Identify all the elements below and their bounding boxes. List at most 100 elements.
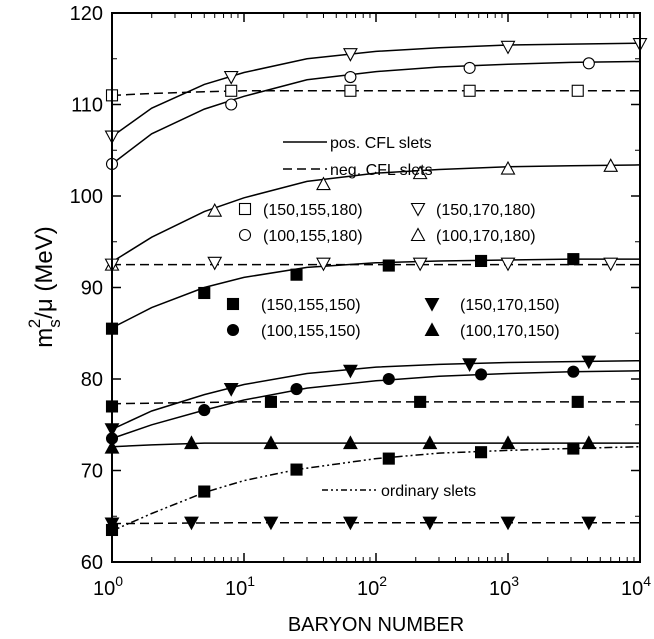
legend-open-label-1: (150,170,180) (436, 202, 536, 219)
series-7-point-5 (567, 365, 580, 378)
series-11-point-1 (184, 516, 199, 531)
series-7-line (111, 370, 641, 440)
series-7-point-2 (290, 383, 303, 396)
legend-filled-marker-2 (226, 323, 240, 337)
series-9-point-3 (342, 435, 358, 450)
legend-open-marker-1 (410, 202, 426, 217)
series-1-point-2 (344, 71, 357, 84)
series-8-point-2 (414, 395, 427, 408)
legend-filled-label-2: (100,155,150) (261, 323, 361, 340)
axis-ticks: 100 101 102 103 104 60 70 80 90 100 110 120 (70, 3, 652, 600)
series-4-point-3 (412, 257, 428, 272)
series-0-line (111, 42, 641, 138)
series-0-point-1 (223, 71, 239, 85)
series-9-point-2 (263, 435, 279, 450)
series-7-point-1 (198, 404, 211, 417)
y-tick-label-0: 60 (81, 552, 103, 574)
series-10-point-2 (290, 463, 303, 476)
data-markers (104, 38, 648, 537)
legend-filled-marker-0 (226, 297, 240, 311)
legend-open-label-0: (150,155,180) (263, 202, 363, 219)
series-7-point-3 (382, 372, 395, 386)
data-curves (111, 42, 641, 532)
series-10-point-5 (567, 442, 580, 455)
series-6-point-4 (581, 355, 597, 370)
series-10-point-1 (198, 485, 211, 498)
series-10-point-4 (475, 446, 488, 459)
y-tick-label-3: 90 (81, 278, 103, 300)
y-tick-label-5: 110 (71, 95, 103, 117)
series-1-line (111, 60, 641, 165)
series-2-point-2 (344, 84, 357, 97)
series-6-point-2 (342, 364, 358, 379)
series-6-line (111, 359, 641, 430)
legend-line-label-1: neg. CFL slets (330, 162, 433, 179)
x-axis-label: BARYON NUMBER (288, 614, 464, 636)
x-tick-label-1: 101 (225, 573, 255, 600)
x-tick-label-4: 104 (621, 573, 651, 600)
series-9-point-4 (422, 435, 438, 450)
series-5-point-1 (198, 286, 211, 300)
x-tick-label-2: 102 (357, 573, 387, 600)
legend-line-label-0: pos. CFL slets (330, 135, 432, 152)
legend-filled-marker-3 (424, 322, 440, 337)
series-3-point-5 (603, 158, 619, 172)
series-3-point-2 (316, 176, 331, 191)
y-tick-label-4: 100 (70, 186, 103, 208)
legend-line-label-2: ordinary slets (381, 483, 476, 500)
series-3-point-3 (412, 165, 428, 180)
series-0-point-3 (500, 40, 516, 55)
series-3-point-1 (207, 202, 223, 217)
series-5-line (111, 258, 640, 329)
series-5-point-3 (382, 259, 395, 272)
series-8-line (111, 401, 640, 405)
legend-filled-label-0: (150,155,150) (261, 297, 361, 314)
x-tick-label-0: 100 (93, 573, 123, 600)
y-tick-label-2: 80 (81, 369, 103, 391)
legend-filled-label-3: (100,170,150) (460, 323, 560, 340)
legend-filled-marker-1 (424, 297, 440, 312)
legend-filled-label-1: (150,170,150) (460, 297, 560, 314)
series-2-point-1 (225, 84, 238, 97)
legend-open-label-2: (100,155,180) (263, 228, 363, 245)
legend-open-marker-3 (410, 227, 426, 242)
series-8-point-1 (264, 395, 277, 408)
series-10-line (111, 445, 641, 532)
series-7-point-4 (475, 368, 488, 381)
series-2-line (111, 90, 640, 97)
series-2-point-3 (463, 84, 476, 97)
legend-open-label-3: (100,170,180) (436, 228, 536, 245)
series-11-point-5 (500, 516, 516, 531)
plot-frame (111, 12, 641, 563)
series-6-point-1 (223, 383, 239, 397)
series-9-point-6 (581, 435, 597, 450)
series-3-line (111, 164, 641, 263)
series-8-point-3 (571, 395, 584, 408)
y-tick-label-6: 120 (70, 3, 103, 25)
series-9-point-1 (184, 435, 199, 450)
series-11-point-2 (263, 516, 279, 531)
y-axis-label-base: m (31, 328, 58, 348)
legend-open-marker-2 (238, 228, 252, 242)
legend: pos. CFL slets neg. CFL slets ordinary sle… (226, 135, 560, 500)
series-10-point-3 (382, 452, 395, 465)
series-11-point-6 (581, 516, 597, 531)
series-11-point-3 (342, 516, 358, 531)
y-tick-label-1: 70 (81, 461, 103, 483)
series-2-point-4 (571, 84, 584, 97)
legend-open-marker-0 (238, 202, 252, 216)
x-tick-label-3: 103 (489, 573, 519, 600)
series-11-point-4 (422, 516, 438, 531)
series-1-point-3 (463, 61, 476, 74)
series-1-point-1 (225, 98, 238, 111)
series-9-point-5 (500, 435, 516, 450)
y-axis-label: ms2/μ (MeV) (25, 226, 64, 347)
series-6-point-3 (462, 358, 478, 373)
series-1-point-4 (582, 57, 595, 70)
series-5-point-5 (567, 253, 580, 266)
series-5-point-2 (290, 268, 303, 281)
svg-text:ms2/μ (MeV): ms2/μ (MeV) (25, 226, 64, 347)
series-4-point-1 (207, 256, 223, 271)
series-11-line (111, 521, 640, 525)
